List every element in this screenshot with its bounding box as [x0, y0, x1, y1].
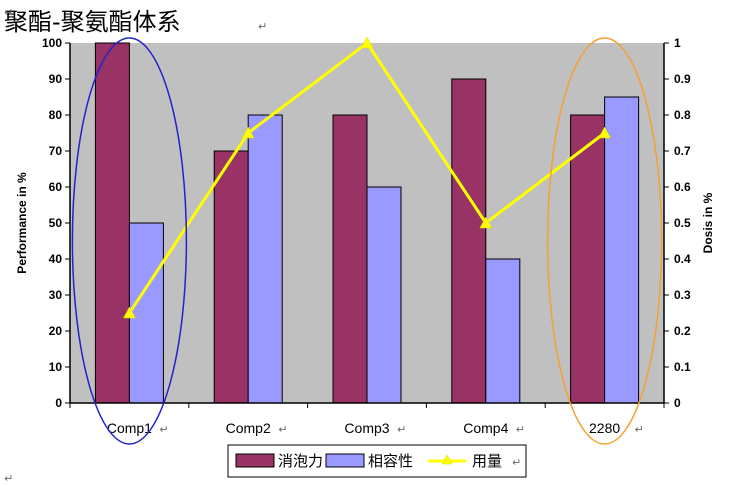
x-label-paragraph-mark: ↵	[516, 423, 525, 436]
y-tick-label: 80	[49, 108, 63, 122]
y2-tick-label: 0.8	[674, 108, 691, 122]
highlight-ellipse-Comp1	[71, 37, 188, 445]
y2-axis-title: Dosis in %	[701, 192, 715, 253]
title-paragraph-mark: ↵	[258, 20, 267, 33]
bar-消泡力-Comp2	[213, 150, 249, 404]
chart-title: 聚酯-聚氨酯体系	[4, 8, 181, 36]
y2-tick-label: 0	[674, 396, 681, 410]
highlight-ellipse-2280	[546, 37, 663, 445]
y-tick-label: 0	[55, 396, 62, 410]
y2-tick-label: 0.2	[674, 324, 691, 338]
marker-用量-Comp1	[122, 306, 136, 319]
y2-tick-label: 0.1	[674, 360, 691, 374]
x-tick-label-Comp3: Comp3	[344, 420, 389, 436]
x-label-paragraph-mark: ↵	[397, 423, 406, 436]
legend-label-消泡力: 消泡力	[278, 452, 323, 470]
bar-相容性-Comp4	[485, 258, 521, 404]
line-series-group	[122, 36, 612, 319]
legend-label-用量: 用量	[472, 452, 502, 470]
marker-用量-Comp2	[241, 126, 255, 139]
legend: 消泡力 相容性 用量 ↵	[227, 444, 527, 478]
legend-box	[227, 444, 527, 478]
y2-tick-label: 0.9	[674, 72, 691, 86]
legend-swatch-消泡力	[235, 453, 275, 468]
bars-group	[94, 42, 640, 404]
bar-相容性-Comp2	[247, 114, 283, 404]
bar-消泡力-Comp1	[94, 42, 130, 404]
y-tick-label: 40	[49, 252, 63, 266]
y-tick-label: 10	[49, 360, 63, 374]
y2-tick-label: 0.4	[674, 252, 691, 266]
y-tick-label: 20	[49, 324, 63, 338]
y-tick-label: 90	[49, 72, 63, 86]
y2-tick-label: 0.7	[674, 144, 691, 158]
legend-paragraph-mark: ↵	[512, 456, 521, 469]
legend-label-相容性: 相容性	[368, 452, 413, 470]
x-tick-label-Comp1: Comp1	[107, 420, 152, 436]
bar-相容性-Comp1	[128, 222, 164, 404]
x-label-paragraph-mark: ↵	[278, 423, 287, 436]
marker-用量-Comp4	[479, 216, 493, 229]
y-tick-label: 30	[49, 288, 63, 302]
marker-用量-2280	[598, 126, 612, 139]
marker-用量-Comp3	[360, 36, 374, 49]
y-tick-label: 100	[42, 36, 62, 50]
x-tick-label-Comp4: Comp4	[463, 420, 508, 436]
x-label-paragraph-mark: ↵	[635, 423, 644, 436]
y2-tick-label: 0.3	[674, 288, 691, 302]
y2-tick-label: 1	[674, 36, 681, 50]
x-tick-label-2280: 2280	[589, 420, 620, 436]
bar-消泡力-Comp3	[332, 114, 368, 404]
bar-相容性-2280	[604, 96, 640, 404]
paragraph-mark-top: ↵	[4, 6, 13, 19]
x-label-paragraph-mark: ↵	[159, 423, 168, 436]
axes-group: 0 10 20 30 40 50 60 70 80 90 100 0 0.1 0.2 0.3 0.4 0.5 0.…	[42, 36, 691, 436]
y2-tick-label: 0.6	[674, 180, 691, 194]
y-axis-title: Performance in %	[15, 172, 29, 274]
y-tick-label: 50	[49, 216, 63, 230]
y2-tick-label: 0.5	[674, 216, 691, 230]
legend-swatch-相容性	[325, 453, 365, 468]
paragraph-mark-bottom: ↵	[4, 472, 13, 485]
x-tick-label-Comp2: Comp2	[226, 420, 271, 436]
legend-swatch-用量-marker	[441, 454, 453, 465]
y-tick-label: 70	[49, 144, 63, 158]
highlight-ellipses-group	[71, 37, 663, 445]
y-tick-label: 60	[49, 180, 63, 194]
bar-相容性-Comp3	[366, 186, 402, 404]
bar-消泡力-Comp4	[451, 78, 487, 404]
bar-消泡力-2280	[570, 114, 606, 404]
